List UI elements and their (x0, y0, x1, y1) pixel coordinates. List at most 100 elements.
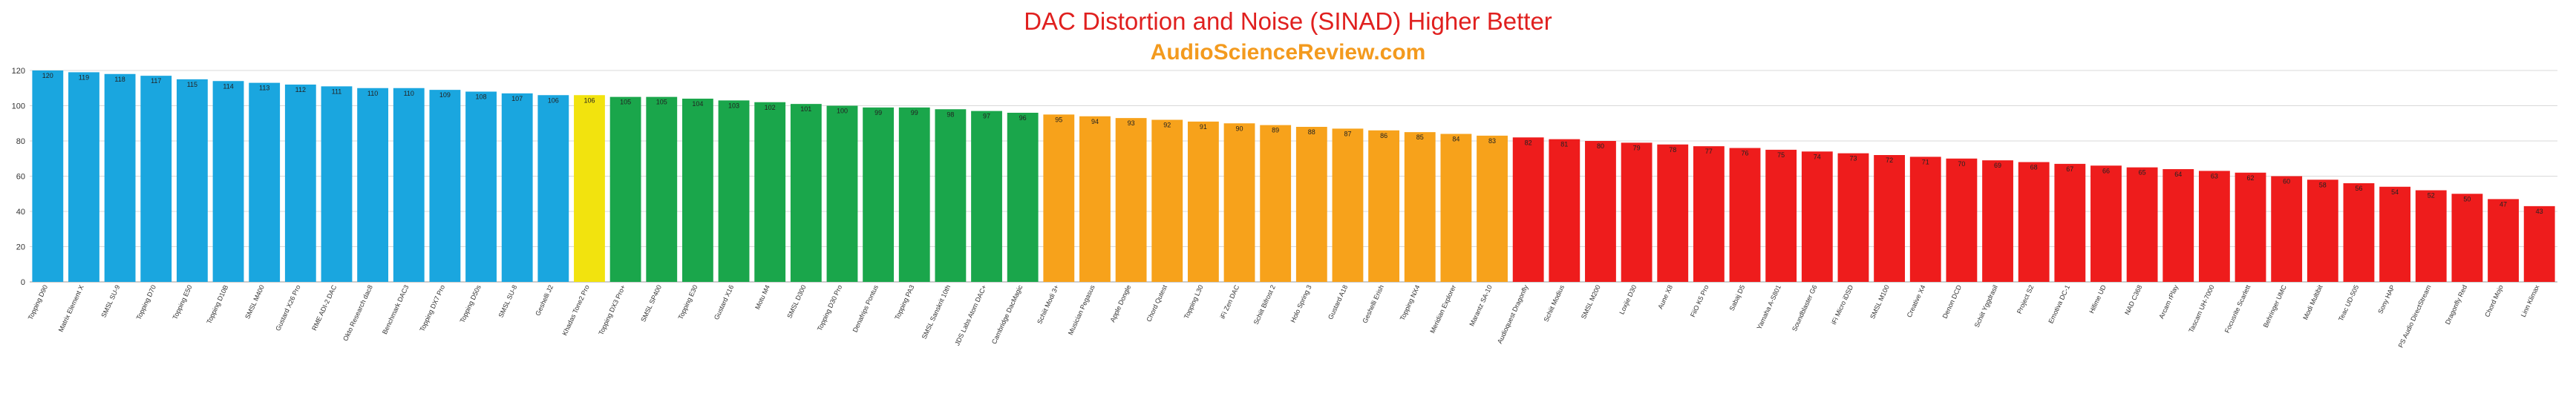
x-tick-label: Schiit Modi 3+ (1036, 284, 1060, 326)
data-label: 86 (1380, 132, 1387, 139)
x-tick-label: Topping D10B (205, 284, 229, 325)
x-tick-label: Denon DCD (1941, 283, 1964, 320)
data-label: 75 (1777, 151, 1785, 159)
data-label: 78 (1669, 146, 1676, 154)
data-label: 92 (1163, 122, 1171, 129)
x-tick-label: Chord Mojo (2483, 284, 2505, 318)
bar (898, 107, 930, 283)
bar (2488, 199, 2519, 283)
data-label: 66 (2102, 167, 2110, 174)
bar (1657, 144, 1689, 282)
data-label: 120 (42, 72, 53, 79)
data-label: 80 (1597, 142, 1604, 150)
x-tick-label: Benchmark DAC3 (381, 284, 411, 336)
x-tick-label: SMSL Sanskrit 10th (921, 284, 952, 340)
bar (1187, 121, 1219, 283)
bar (1512, 137, 1544, 282)
data-label: 90 (1236, 125, 1243, 132)
bar (2126, 167, 2158, 283)
x-tick-label: RME ADI-2 DAC (310, 283, 338, 332)
data-label: 43 (2536, 208, 2543, 215)
chart-subtitle: AudioScienceReview.com (1151, 40, 1426, 65)
data-label: 106 (548, 96, 559, 104)
bar (357, 88, 389, 282)
bar (790, 104, 822, 283)
bar (681, 99, 713, 282)
data-label: 102 (765, 104, 776, 111)
x-tick-label: Holo Spring 3 (1289, 284, 1313, 324)
data-label: 107 (511, 95, 523, 102)
bar (1549, 139, 1580, 283)
bar (2163, 169, 2194, 282)
x-tick-label: Gustard A18 (1327, 284, 1349, 321)
bar (754, 102, 786, 282)
x-tick-label: Topping D30 Pro (816, 284, 843, 332)
y-tick-label: 120 (12, 67, 25, 76)
data-label: 112 (295, 86, 306, 93)
x-tick-label: Sony HAP (2376, 284, 2396, 315)
x-tick-label: Schiit Yggdrasil (1973, 284, 1999, 329)
x-tick-label: Gustard X26 Pro (274, 284, 301, 332)
bar (1332, 128, 1364, 283)
bar (1693, 146, 1725, 282)
x-tick-label: Schiit Bifrost 2 (1252, 284, 1277, 326)
x-tick-label: Topping PA3 (893, 284, 915, 321)
x-tick-label: Aune X8 (1656, 284, 1674, 311)
x-tick-label: Creative X4 (1906, 284, 1927, 319)
bar (2054, 163, 2086, 283)
data-label: 100 (837, 108, 848, 115)
bar (1043, 114, 1075, 283)
x-tick-label: iFi Micro iDSD (1830, 283, 1855, 326)
bar (2415, 190, 2447, 282)
bar (826, 105, 858, 282)
x-tick-label: PS Audio DirectStream (2397, 284, 2433, 349)
data-label: 87 (1344, 130, 1351, 137)
x-tick-label: Marantz SA-10 (1468, 284, 1493, 328)
bar (249, 82, 281, 283)
data-label: 99 (875, 109, 882, 116)
y-tick-label: 60 (16, 173, 25, 182)
bar (104, 73, 136, 282)
x-tick-label: Emotiva DC-1 (2047, 284, 2071, 325)
bar (68, 72, 99, 283)
x-tick-label: Topping DX3 Pro+ (597, 284, 627, 337)
data-label: 84 (1452, 136, 1459, 143)
bar (718, 100, 750, 282)
bar (321, 86, 353, 283)
data-label: 77 (1705, 148, 1713, 155)
data-label: 54 (2391, 188, 2399, 196)
x-tick-label: Apple Dongle (1109, 284, 1133, 323)
data-label: 97 (983, 113, 990, 120)
data-label: 85 (1416, 134, 1424, 141)
chart-title: DAC Distortion and Noise (SINAD) Higher … (1024, 7, 1552, 35)
x-tick-label: Geshelli Erish (1361, 284, 1385, 325)
data-label: 113 (259, 85, 269, 92)
x-tick-label: NAD C368 (2123, 284, 2143, 316)
x-tick-label: Sabaj D5 (1728, 284, 1747, 312)
bar (393, 88, 425, 282)
data-label: 71 (1922, 158, 1929, 165)
x-tick-label: SMSL M100 (1869, 284, 1891, 320)
data-label: 114 (223, 82, 233, 90)
data-label: 98 (947, 111, 954, 118)
x-tick-label: SMSL SP400 (639, 284, 663, 323)
x-tick-label: Project S2 (2016, 284, 2036, 315)
bar (537, 95, 569, 282)
bar (2235, 172, 2266, 282)
y-tick-label: 0 (21, 278, 25, 287)
bar (971, 111, 1002, 283)
bar (1151, 119, 1183, 282)
bar (1368, 130, 1400, 282)
bar (1079, 116, 1111, 282)
bar (609, 96, 641, 283)
x-tick-label: Hifime UD (2088, 283, 2108, 315)
data-label: 99 (911, 109, 918, 116)
bar (1223, 123, 1255, 282)
x-tick-label: Topping D50s (459, 283, 483, 324)
data-label: 73 (1849, 155, 1857, 162)
x-tick-label: Focusrite Scarlett (2223, 283, 2252, 334)
data-label: 106 (583, 96, 595, 104)
data-label: 88 (1308, 128, 1315, 136)
